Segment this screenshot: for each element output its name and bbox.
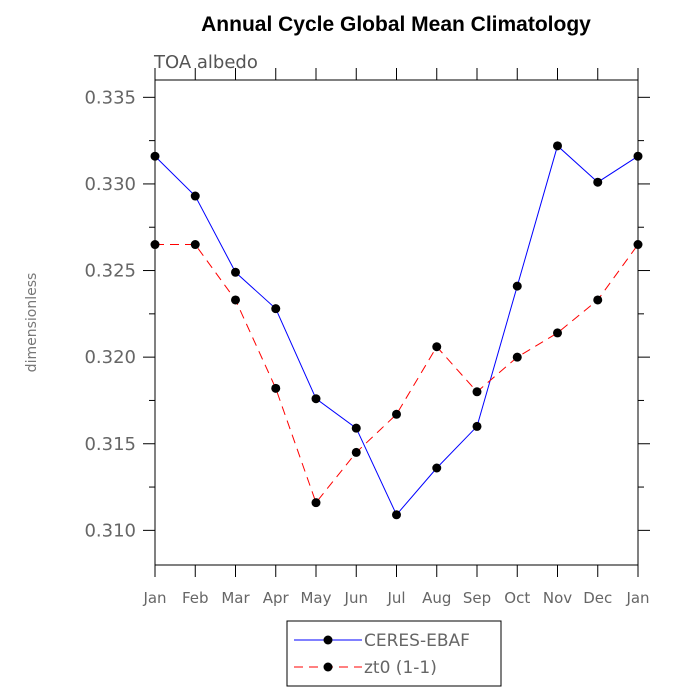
data-point-0-7 (432, 463, 442, 473)
legend-box (286, 620, 502, 687)
data-point-0-5 (351, 423, 361, 433)
legend: CERES-EBAF zt0 (1-1) (286, 620, 502, 687)
data-point-0-8 (472, 421, 482, 431)
x-tick-label: Feb (182, 589, 209, 607)
y-axis-label: dimensionless (24, 273, 40, 373)
legend-marker-1 (323, 662, 333, 672)
y-tick-label: 0.320 (84, 347, 136, 368)
data-point-0-3 (271, 304, 281, 314)
x-tick-label: May (300, 589, 331, 607)
x-tick-label: Jan (625, 589, 649, 607)
x-tick-label: Oct (504, 589, 530, 607)
data-point-1-2 (231, 295, 240, 305)
data-point-1-4 (311, 498, 321, 508)
series-line-1 (155, 244, 639, 504)
y-tick-label: 0.330 (84, 174, 136, 195)
x-tick-label: Apr (263, 589, 290, 607)
x-tick-label: Jul (386, 589, 405, 607)
y-tick-label: 0.335 (84, 87, 136, 108)
legend-marker-0 (323, 635, 333, 645)
data-point-1-8 (472, 387, 482, 397)
legend-label-0: CERES-EBAF (364, 631, 470, 651)
data-point-1-11 (593, 295, 603, 305)
data-point-1-0 (150, 240, 160, 250)
x-tick-label: Mar (221, 589, 250, 607)
data-point-0-6 (392, 510, 401, 520)
data-point-1-7 (432, 342, 442, 352)
chart-subtitle: TOA albedo (153, 52, 258, 73)
data-point-1-5 (351, 447, 361, 457)
data-point-0-1 (190, 191, 200, 201)
x-tick-label: Nov (543, 589, 572, 607)
data-point-0-10 (553, 141, 562, 151)
data-point-0-9 (512, 281, 522, 291)
series-layer (150, 141, 643, 520)
axis-ticks: 0.310 0.315 0.320 0.325 0.330 0.335 Jan Feb Mar A… (84, 68, 650, 607)
data-point-1-1 (190, 240, 200, 250)
data-point-0-2 (231, 267, 240, 277)
data-point-1-6 (392, 409, 401, 419)
data-point-1-3 (271, 383, 281, 393)
series-line-0 (154, 144, 639, 516)
x-tick-label: Dec (583, 589, 612, 607)
x-tick-label: Jun (344, 589, 368, 607)
chart-title: Annual Cycle Global Mean Climatology (201, 13, 591, 36)
y-tick-label: 0.315 (84, 434, 136, 455)
data-point-1-12 (633, 240, 643, 250)
y-tick-label: 0.325 (84, 261, 136, 282)
data-point-1-10 (553, 328, 562, 338)
y-tick-label: 0.310 (84, 520, 136, 541)
data-point-0-0 (150, 151, 160, 161)
x-tick-label: Jan (142, 589, 166, 607)
data-point-0-4 (311, 394, 321, 404)
legend-label-1: zt0 (1-1) (364, 658, 437, 678)
x-tick-label: Aug (422, 589, 451, 607)
data-point-1-9 (512, 352, 522, 362)
data-point-0-12 (633, 151, 643, 161)
x-tick-label: Sep (463, 589, 491, 607)
data-point-0-11 (593, 177, 603, 187)
